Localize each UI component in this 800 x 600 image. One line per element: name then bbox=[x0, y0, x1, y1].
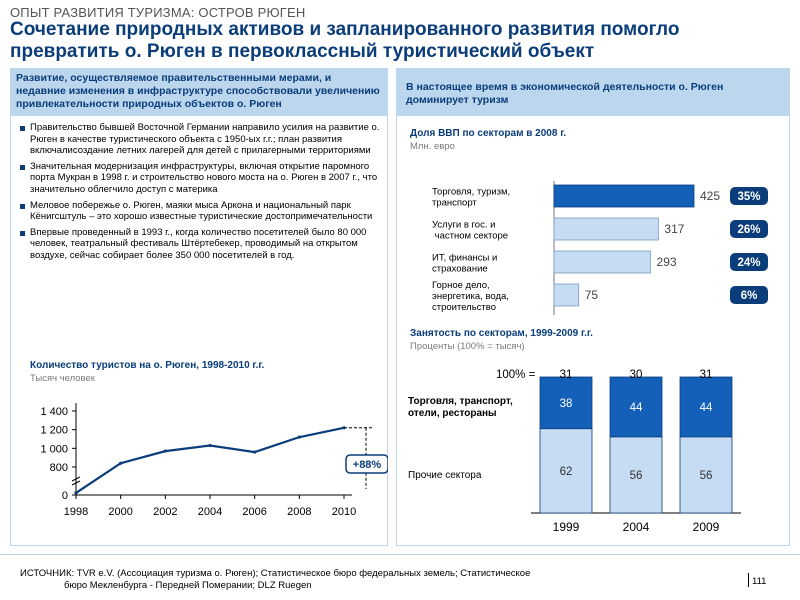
gdp-category-label: Горное дело, энергетика, вода, строительст… bbox=[432, 280, 509, 313]
line-point bbox=[253, 450, 257, 454]
emp-bar-trade bbox=[679, 376, 733, 438]
y-tick-label: 1 400 bbox=[40, 406, 68, 418]
emp-trade-value: 44 bbox=[630, 402, 643, 414]
employment-stacked-chart: 100% = 38 62 31 1999 44 56 30 2004 44 56 31 2009 Торг… bbox=[408, 369, 741, 534]
list-item: Правительство бывшей Восточной Германии … bbox=[20, 122, 382, 157]
emp-other-value: 56 bbox=[700, 470, 713, 482]
gdp-bar bbox=[553, 283, 580, 307]
line-point bbox=[208, 443, 212, 448]
emp-trade-value: 44 bbox=[700, 402, 713, 414]
list-item: Меловое побережье о. Рюген, маяки мыса А… bbox=[20, 200, 382, 223]
x-tick-label: 2006 bbox=[242, 506, 266, 518]
gdp-bar bbox=[553, 250, 651, 274]
source-note: ИСТОЧНИК: TVR e.V. (Ассоциация туризма о… bbox=[20, 568, 660, 592]
footer-divider bbox=[0, 554, 800, 555]
share-badge bbox=[730, 253, 768, 271]
emp-other-value: 56 bbox=[630, 470, 643, 482]
growth-badge bbox=[345, 454, 388, 474]
x-tick-label: 1998 bbox=[64, 506, 88, 518]
emp-total-value: 30 bbox=[630, 369, 643, 381]
list-item: Значительная модернизация инфраструктуры… bbox=[20, 161, 382, 196]
gdp-bar bbox=[553, 184, 695, 208]
x-tick-label: 2010 bbox=[332, 506, 356, 518]
page-title: Сочетание природных активов и запланиров… bbox=[10, 19, 680, 62]
left-panel-heading: Развитие, осуществляемое правительственн… bbox=[10, 68, 388, 116]
gdp-value-label: 425 bbox=[700, 189, 720, 203]
gdp-bar bbox=[553, 217, 659, 241]
tourists-line bbox=[75, 426, 345, 494]
gdp-value-label: 293 bbox=[657, 255, 677, 269]
right-panel bbox=[396, 116, 790, 546]
growth-label: +88% bbox=[353, 459, 382, 471]
gdp-value-label: 317 bbox=[664, 222, 684, 236]
employment-chart-title: Занятость по секторам, 1999-2009 г.г. bbox=[410, 328, 593, 339]
y-tick-label: 0 bbox=[62, 490, 68, 502]
x-tick-label: 2000 bbox=[108, 506, 132, 518]
tourists-line-chart: 0 800 1 000 1 200 1 400 1998 2000 2002 2004 2006 2… bbox=[40, 403, 388, 518]
left-panel bbox=[10, 116, 388, 546]
emp-bar-other bbox=[609, 436, 663, 514]
right-panel-heading: В настоящее время в экономической деятел… bbox=[396, 68, 790, 116]
share-badge bbox=[730, 286, 768, 304]
emp-bar-other bbox=[539, 428, 593, 514]
emp-year-label: 2009 bbox=[693, 520, 720, 534]
line-point bbox=[163, 449, 167, 453]
source-line-2: бюро Мекленбурга - Передней Померании; D… bbox=[64, 580, 312, 591]
tourists-chart-subtitle: Тысяч человек bbox=[30, 373, 95, 384]
gdp-bar-chart: Торговля, туризм, транспорт 425 35% Услуги в… bbox=[432, 181, 768, 315]
employment-chart-subtitle: Проценты (100% = тысяч) bbox=[410, 341, 525, 352]
legend-other-label: Прочие сектора bbox=[408, 470, 482, 481]
x-tick-label: 2002 bbox=[153, 506, 177, 518]
share-label: 26% bbox=[737, 224, 760, 236]
bullet-list: Правительство бывшей Восточной Германии … bbox=[20, 122, 382, 266]
axis-break-icon bbox=[71, 476, 81, 486]
emp-trade-value: 38 bbox=[560, 398, 573, 410]
source-line-1: ИСТОЧНИК: TVR e.V. (Ассоциация туризма о… bbox=[20, 568, 531, 579]
line-point bbox=[119, 461, 123, 465]
page-number: 111 bbox=[752, 576, 767, 587]
share-badge bbox=[730, 220, 768, 238]
share-label: 24% bbox=[737, 257, 760, 269]
line-point bbox=[297, 435, 301, 439]
emp-other-value: 62 bbox=[560, 466, 573, 478]
legend-trade-label: Торговля, транспорт, отели, рестораны bbox=[408, 396, 513, 419]
y-tick-label: 1 000 bbox=[40, 443, 68, 455]
emp-year-label: 1999 bbox=[553, 520, 580, 534]
x-tick-label: 2008 bbox=[287, 506, 311, 518]
emp-bar-other bbox=[679, 436, 733, 514]
gdp-chart-title: Доля ВВП по секторам в 2008 г. bbox=[410, 128, 567, 139]
page-number-divider bbox=[748, 573, 749, 587]
share-label: 6% bbox=[741, 290, 758, 302]
supertitle: ОПЫТ РАЗВИТИЯ ТУРИЗМА: ОСТРОВ РЮГЕН bbox=[10, 5, 306, 20]
emp-total-value: 31 bbox=[560, 369, 573, 381]
gdp-category-label: Услуги в гос. и частном секторе bbox=[432, 220, 508, 242]
emp-total-value: 31 bbox=[700, 369, 713, 381]
gdp-chart-subtitle: Млн. евро bbox=[410, 141, 455, 152]
emp-bar-trade bbox=[539, 376, 593, 430]
emp-bar-trade bbox=[609, 376, 663, 438]
emp-year-label: 2004 bbox=[623, 520, 650, 534]
y-tick-label: 800 bbox=[50, 462, 68, 474]
gdp-category-label: ИТ, финансы и страхование bbox=[432, 253, 497, 275]
share-label: 35% bbox=[737, 191, 760, 203]
y-tick-label: 1 200 bbox=[40, 425, 68, 437]
x-tick-label: 2004 bbox=[198, 506, 222, 518]
gdp-value-label: 75 bbox=[585, 288, 599, 302]
list-item: Впервые проведенный в 1993 г., когда кол… bbox=[20, 227, 382, 262]
total-label: 100% = bbox=[496, 369, 536, 381]
gdp-category-label: Торговля, туризм, транспорт bbox=[432, 187, 510, 209]
line-point bbox=[74, 491, 78, 495]
tourists-chart-title: Количество туристов на о. Рюген, 1998-20… bbox=[30, 360, 265, 371]
share-badge bbox=[730, 187, 768, 205]
